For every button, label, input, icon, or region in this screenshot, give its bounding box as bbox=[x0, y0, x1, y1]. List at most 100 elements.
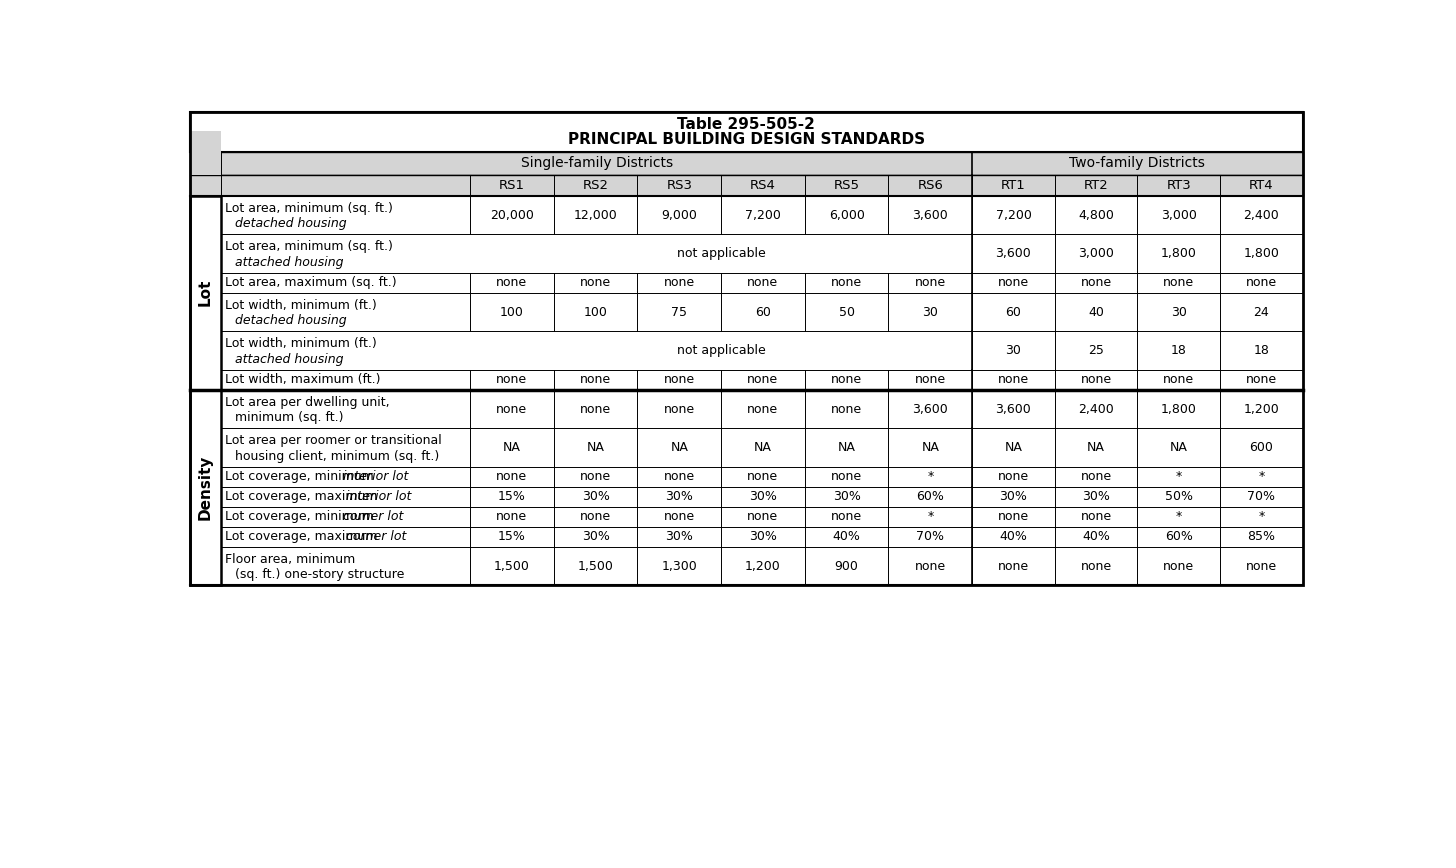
Text: 3,600: 3,600 bbox=[996, 247, 1031, 260]
Text: 60: 60 bbox=[756, 306, 770, 319]
Text: Lot coverage, minimum: Lot coverage, minimum bbox=[226, 510, 377, 523]
Text: none: none bbox=[831, 276, 862, 289]
Text: 1,200: 1,200 bbox=[745, 560, 780, 573]
Text: none: none bbox=[831, 403, 862, 416]
Text: 85%: 85% bbox=[1248, 530, 1275, 543]
Text: none: none bbox=[664, 276, 695, 289]
Text: none: none bbox=[1080, 470, 1111, 483]
Bar bbox=[221, 234, 1303, 273]
Text: 30%: 30% bbox=[665, 530, 693, 543]
Text: NA: NA bbox=[1088, 441, 1105, 454]
Text: none: none bbox=[914, 373, 946, 386]
Text: 3,600: 3,600 bbox=[913, 208, 948, 221]
Text: none: none bbox=[1163, 373, 1194, 386]
Text: NA: NA bbox=[1005, 441, 1022, 454]
Text: 50%: 50% bbox=[1165, 490, 1192, 503]
Bar bbox=[221, 527, 1303, 547]
Text: none: none bbox=[747, 403, 779, 416]
Text: none: none bbox=[997, 560, 1029, 573]
Text: 30%: 30% bbox=[833, 490, 860, 503]
Text: *: * bbox=[1258, 510, 1264, 523]
Text: corner lot: corner lot bbox=[347, 530, 406, 543]
Text: none: none bbox=[579, 403, 612, 416]
Text: 30: 30 bbox=[1006, 344, 1021, 357]
Text: none: none bbox=[664, 403, 695, 416]
Text: none: none bbox=[579, 510, 612, 523]
Text: RS5: RS5 bbox=[834, 179, 859, 192]
Text: none: none bbox=[747, 276, 779, 289]
Text: Lot area, minimum (sq. ft.): Lot area, minimum (sq. ft.) bbox=[226, 240, 393, 253]
Text: none: none bbox=[664, 470, 695, 483]
Text: none: none bbox=[997, 470, 1029, 483]
Bar bbox=[189, 112, 1303, 585]
Text: none: none bbox=[579, 470, 612, 483]
Text: 1,500: 1,500 bbox=[578, 560, 613, 573]
Text: none: none bbox=[747, 470, 779, 483]
Text: 30%: 30% bbox=[581, 490, 610, 503]
Text: 30%: 30% bbox=[1082, 490, 1109, 503]
Text: Two-family Districts: Two-family Districts bbox=[1070, 156, 1206, 170]
Text: 20,000: 20,000 bbox=[491, 208, 534, 221]
Text: none: none bbox=[496, 403, 527, 416]
Text: NA: NA bbox=[922, 441, 939, 454]
Text: 7,200: 7,200 bbox=[996, 208, 1031, 221]
Text: NA: NA bbox=[670, 441, 689, 454]
Text: 1,800: 1,800 bbox=[1243, 247, 1280, 260]
Text: none: none bbox=[914, 276, 946, 289]
Text: none: none bbox=[664, 373, 695, 386]
Bar bbox=[221, 273, 1303, 293]
Text: Lot width, minimum (ft.): Lot width, minimum (ft.) bbox=[226, 299, 377, 312]
Text: 30: 30 bbox=[922, 306, 938, 319]
Bar bbox=[221, 370, 1303, 390]
Text: none: none bbox=[747, 510, 779, 523]
Text: 70%: 70% bbox=[1248, 490, 1275, 503]
Text: detached housing: detached housing bbox=[234, 217, 347, 230]
Text: 15%: 15% bbox=[498, 530, 526, 543]
Text: Lot area per roomer or transitional: Lot area per roomer or transitional bbox=[226, 434, 441, 447]
Text: 60: 60 bbox=[1006, 306, 1021, 319]
Text: interior lot: interior lot bbox=[344, 470, 409, 483]
Text: RS6: RS6 bbox=[917, 179, 943, 192]
Text: none: none bbox=[496, 470, 527, 483]
Text: none: none bbox=[747, 373, 779, 386]
Text: 100: 100 bbox=[499, 306, 524, 319]
Text: 7,200: 7,200 bbox=[745, 208, 780, 221]
Text: 40%: 40% bbox=[833, 530, 860, 543]
Text: attached housing: attached housing bbox=[234, 255, 344, 268]
Text: NA: NA bbox=[1169, 441, 1188, 454]
Text: none: none bbox=[914, 560, 946, 573]
Text: 60%: 60% bbox=[916, 490, 945, 503]
Text: RS3: RS3 bbox=[667, 179, 692, 192]
Text: 3,000: 3,000 bbox=[1160, 208, 1197, 221]
Text: RT4: RT4 bbox=[1249, 179, 1274, 192]
Text: *: * bbox=[927, 510, 933, 523]
Bar bbox=[221, 428, 1303, 467]
Text: Lot width, minimum (ft.): Lot width, minimum (ft.) bbox=[226, 337, 377, 350]
Text: none: none bbox=[496, 373, 527, 386]
Text: NA: NA bbox=[587, 441, 604, 454]
Text: *: * bbox=[1175, 510, 1182, 523]
Text: RS2: RS2 bbox=[582, 179, 609, 192]
Text: none: none bbox=[997, 510, 1029, 523]
Bar bbox=[221, 196, 1303, 234]
Text: Density: Density bbox=[198, 455, 213, 520]
Text: 3,000: 3,000 bbox=[1077, 247, 1114, 260]
Text: 30%: 30% bbox=[748, 530, 778, 543]
Text: RT1: RT1 bbox=[1002, 179, 1026, 192]
Text: none: none bbox=[496, 276, 527, 289]
Text: 15%: 15% bbox=[498, 490, 526, 503]
Text: NA: NA bbox=[837, 441, 856, 454]
Text: 40: 40 bbox=[1088, 306, 1104, 319]
Text: Floor area, minimum: Floor area, minimum bbox=[226, 553, 355, 566]
Text: none: none bbox=[664, 510, 695, 523]
Text: none: none bbox=[1163, 560, 1194, 573]
Text: *: * bbox=[927, 470, 933, 483]
Text: none: none bbox=[997, 276, 1029, 289]
Text: 25: 25 bbox=[1088, 344, 1104, 357]
Text: 18: 18 bbox=[1171, 344, 1187, 357]
Text: 30%: 30% bbox=[999, 490, 1028, 503]
Text: Lot coverage, minimum: Lot coverage, minimum bbox=[226, 470, 377, 483]
Bar bbox=[221, 332, 1303, 370]
Text: 3,600: 3,600 bbox=[913, 403, 948, 416]
Bar bbox=[189, 390, 221, 585]
